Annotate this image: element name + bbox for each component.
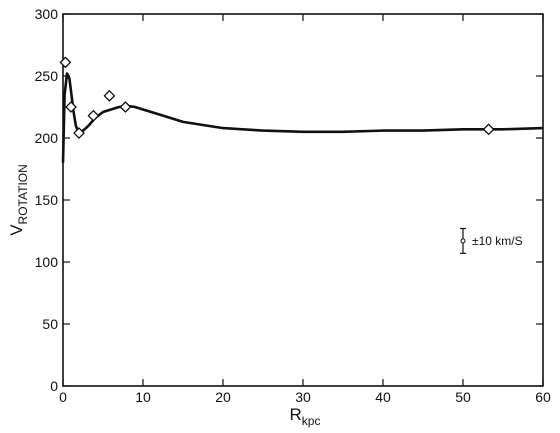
rotation-curve-line bbox=[61, 72, 544, 163]
curve-layer bbox=[61, 72, 544, 163]
y-tick-label: 150 bbox=[35, 192, 59, 208]
data-point-diamond bbox=[73, 127, 85, 139]
x-axis-title: Rkpc bbox=[290, 405, 321, 428]
y-tick-label: 100 bbox=[35, 254, 59, 270]
data-point-diamond bbox=[59, 56, 72, 69]
y-axis-title-main: V bbox=[7, 224, 26, 236]
x-tick-label: 60 bbox=[535, 389, 551, 405]
y-tick-label: 300 bbox=[35, 6, 59, 22]
x-axis-title-sub: kpc bbox=[302, 414, 321, 428]
data-point-diamond bbox=[119, 101, 132, 113]
y-axis-title: VROTATION bbox=[7, 164, 30, 236]
annotation-layer: ±10 km/S bbox=[460, 227, 523, 254]
x-tick-label: 30 bbox=[295, 389, 311, 405]
x-tick-label: 50 bbox=[455, 389, 471, 405]
error-bar-label: ±10 km/S bbox=[472, 234, 523, 248]
x-tick-label: 0 bbox=[59, 389, 67, 405]
y-axis-title-sub: ROTATION bbox=[16, 164, 30, 224]
data-point-diamond bbox=[482, 123, 495, 136]
data-point-diamond bbox=[65, 101, 77, 113]
data-point-diamond bbox=[87, 109, 100, 122]
points-layer bbox=[59, 56, 495, 139]
x-tick-label: 40 bbox=[375, 389, 391, 405]
axes: 0 10 20 30 40 50 60 0 50 100 150 200 250 300 bbox=[35, 6, 551, 405]
y-tick-label: 200 bbox=[35, 130, 59, 146]
y-tick-label: 250 bbox=[35, 68, 59, 84]
y-tick-label: 0 bbox=[50, 378, 58, 394]
x-tick-label: 10 bbox=[135, 389, 151, 405]
x-axis-title-main: R bbox=[290, 405, 302, 424]
data-point-diamond bbox=[103, 89, 116, 102]
y-tick-label: 50 bbox=[42, 316, 58, 332]
plot-frame bbox=[62, 13, 544, 387]
error-bar-marker bbox=[460, 238, 466, 244]
x-tick-label: 20 bbox=[215, 389, 231, 405]
